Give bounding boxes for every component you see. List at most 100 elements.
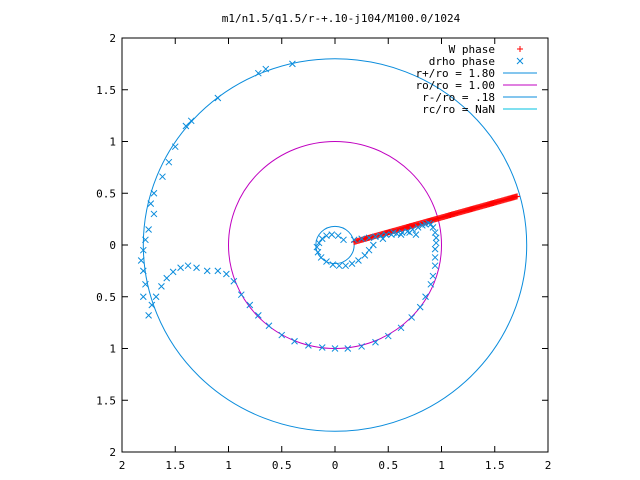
drho-phase-point [169, 268, 177, 276]
drho-phase-point [230, 277, 238, 285]
drho-phase-point [432, 239, 440, 247]
y-tick-label: 0.5 [96, 291, 116, 304]
drho-phase-point [158, 283, 165, 290]
drho-phase-point [408, 314, 416, 321]
legend-label: rc/ro = NaN [422, 103, 495, 116]
drho-phase-point [262, 65, 270, 73]
drho-phase-point [390, 229, 397, 236]
drho-phase-point [372, 338, 379, 346]
drho-phase-point [254, 69, 262, 77]
drho-phase-point [397, 231, 405, 239]
drho-phase-point [427, 280, 435, 288]
drho-phase-point [139, 293, 147, 301]
circle-4 [315, 225, 355, 265]
drho-phase-point [358, 343, 365, 350]
drho-phase-point [350, 236, 358, 244]
legend-label: W phase [449, 43, 495, 56]
legend-label: r+/ro = 1.80 [416, 67, 495, 80]
drho-phase-point [214, 94, 222, 102]
drho-phase-point [412, 231, 420, 239]
drho-phase-point [291, 337, 298, 345]
drho-phase-point [145, 312, 152, 319]
drho-phase-point [369, 241, 377, 249]
drho-phase-point [137, 257, 145, 264]
drho-phase-point [177, 264, 184, 272]
y-tick-label: 1.5 [96, 394, 116, 407]
drho-phase-point [422, 293, 429, 301]
legend-marker [516, 57, 524, 65]
drho-phase-point [203, 267, 211, 275]
drho-phase-point [431, 262, 439, 270]
drho-phase-point [323, 258, 330, 265]
y-axis: 2 1.5 1 0.5 0 0.5 1 1.5 2 [96, 32, 548, 459]
drho-phase-point [237, 291, 245, 299]
x-tick-label: 0.5 [272, 459, 292, 472]
drho-phase-point [397, 324, 405, 332]
drho-phase-point [182, 122, 190, 130]
x-tick-label: 1 [225, 459, 232, 472]
drho-phase-point [317, 254, 325, 261]
drho-phase-point [184, 262, 192, 270]
drho-phase-point [379, 235, 387, 243]
x-tick-label: 0.5 [378, 459, 398, 472]
drho-phase-point [431, 229, 439, 236]
y-tick-label: 2 [109, 32, 116, 45]
drho-phase-point [335, 262, 343, 270]
y-tick-label: 1 [109, 136, 116, 149]
x-tick-label: 1 [438, 459, 445, 472]
drho-phase-point [404, 228, 411, 235]
drho-phase-point [305, 342, 312, 349]
drho-phase-point [429, 272, 437, 280]
drho-phase-point [427, 220, 435, 228]
drho-phase-point [163, 274, 171, 282]
x-axis: 2 1.5 1 0.5 0 0.5 1 1.5 2 [119, 38, 551, 472]
drho-phase-point [318, 344, 326, 351]
drho-phase-point [150, 210, 158, 218]
drho-phase-point [398, 229, 406, 236]
y-tick-label: 1 [109, 343, 116, 356]
drho-phase-point [377, 232, 385, 240]
drho-phase-point [315, 239, 323, 247]
drho-phase-point [313, 243, 321, 251]
drho-phase-point [348, 260, 356, 267]
drho-phase-point [278, 331, 286, 339]
drho-phase-point [214, 267, 222, 275]
drho-phase-point [416, 303, 424, 311]
legend-label: ro/ro = 1.00 [416, 79, 495, 92]
drho-phase-point [331, 345, 339, 352]
drho-phase-point [361, 251, 369, 259]
drho-phase-point [358, 235, 365, 243]
x-tick-label: 0 [332, 459, 339, 472]
drho-phase-point [365, 234, 373, 242]
drho-phase-point [355, 257, 362, 264]
y-tick-label: 2 [109, 446, 116, 459]
drho-phase-point [328, 231, 336, 239]
drho-phase-point [344, 345, 352, 352]
drho-phase-point [318, 235, 326, 243]
drho-phase-point [329, 261, 337, 269]
drho-phase-point [323, 232, 330, 240]
drho-phase-point [152, 293, 160, 301]
drho-phase-point [187, 117, 195, 125]
y-tick-label: 0 [109, 239, 116, 252]
data-points [137, 60, 521, 352]
x-tick-label: 2 [119, 459, 126, 472]
x-tick-label: 1.5 [165, 459, 185, 472]
drho-phase-point [340, 236, 347, 244]
drho-phase-point [171, 143, 179, 151]
drho-phase-point [334, 232, 342, 240]
drho-phase-point [289, 60, 296, 68]
y-tick-label: 0.5 [96, 187, 116, 200]
drho-phase-point [193, 264, 200, 272]
drho-phase-point [148, 301, 156, 309]
drho-phase-point [223, 270, 230, 278]
legend-label: r-/ro = .18 [422, 91, 495, 104]
drho-phase-point [382, 231, 390, 239]
drho-phase-point [142, 280, 149, 288]
drho-phase-point [372, 233, 379, 241]
drho-phase-point [414, 224, 422, 231]
drho-phase-point [384, 332, 392, 340]
drho-phase-point [147, 200, 155, 207]
